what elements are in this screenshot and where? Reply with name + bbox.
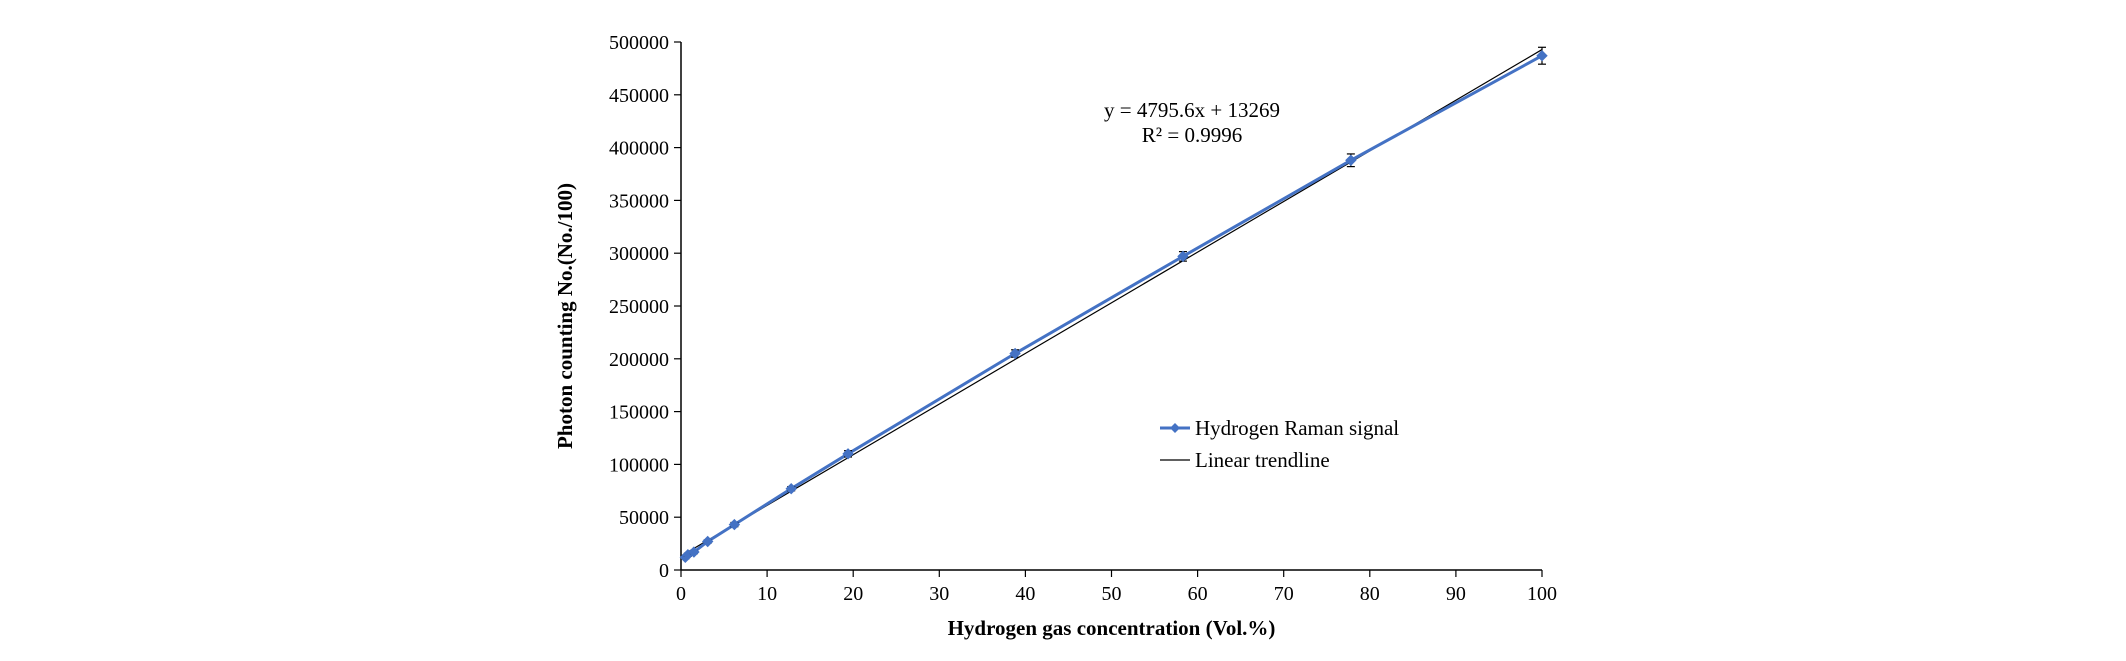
data-point bbox=[688, 546, 700, 558]
series-layer bbox=[679, 46, 1548, 564]
data-point bbox=[1009, 347, 1021, 360]
y-tick-label: 400000 bbox=[609, 138, 669, 160]
data-point bbox=[1177, 250, 1189, 263]
y-tick-label: 450000 bbox=[609, 85, 669, 107]
y-tick-label: 100000 bbox=[609, 454, 669, 476]
x-tick-label: 60 bbox=[1188, 583, 1208, 605]
y-tick-label: 300000 bbox=[609, 243, 669, 265]
x-tick-label: 90 bbox=[1446, 583, 1466, 605]
x-tick-label: 40 bbox=[1015, 583, 1035, 605]
legend-series-label: Hydrogen Raman signal bbox=[1195, 416, 1399, 440]
trendline-equation: y = 4795.6x + 13269 bbox=[1104, 98, 1280, 122]
data-point bbox=[1536, 50, 1548, 62]
y-tick-label: 0 bbox=[659, 560, 669, 582]
data-point bbox=[842, 448, 854, 460]
x-tick-label: 70 bbox=[1274, 583, 1294, 605]
axes-layer bbox=[680, 42, 1542, 571]
tick-layer: 0 10 20 30 40 50 60 70 80 90 100 0 50000 100000 150000… bbox=[609, 32, 1557, 605]
series-line bbox=[684, 54, 1543, 559]
y-tick-label: 150000 bbox=[609, 402, 669, 424]
legend: Hydrogen Raman signal Linear trendline bbox=[1160, 416, 1399, 472]
x-tick-label: 30 bbox=[929, 583, 949, 605]
data-point bbox=[785, 482, 797, 495]
x-tick-label: 20 bbox=[843, 583, 863, 605]
y-tick-label: 350000 bbox=[609, 190, 669, 212]
y-tick-label: 200000 bbox=[609, 349, 669, 371]
legend-series-marker bbox=[1170, 423, 1180, 433]
x-tick-label: 100 bbox=[1527, 583, 1557, 605]
x-tick-label: 50 bbox=[1102, 583, 1122, 605]
y-tick-label: 500000 bbox=[609, 32, 669, 54]
y-tick-label: 250000 bbox=[609, 296, 669, 318]
data-point bbox=[701, 535, 714, 548]
y-tick-label: 50000 bbox=[619, 507, 669, 529]
r-squared-label: R² = 0.9996 bbox=[1142, 123, 1242, 147]
x-axis-title: Hydrogen gas concentration (Vol.%) bbox=[948, 616, 1276, 640]
x-tick-label: 0 bbox=[676, 583, 686, 605]
y-axis-title: Photon counting No.(No./100) bbox=[553, 183, 577, 449]
legend-trendline-label: Linear trendline bbox=[1195, 448, 1330, 472]
x-tick-label: 80 bbox=[1360, 583, 1380, 605]
data-point bbox=[728, 518, 741, 531]
data-point bbox=[1345, 154, 1357, 166]
x-tick-label: 10 bbox=[757, 583, 777, 605]
